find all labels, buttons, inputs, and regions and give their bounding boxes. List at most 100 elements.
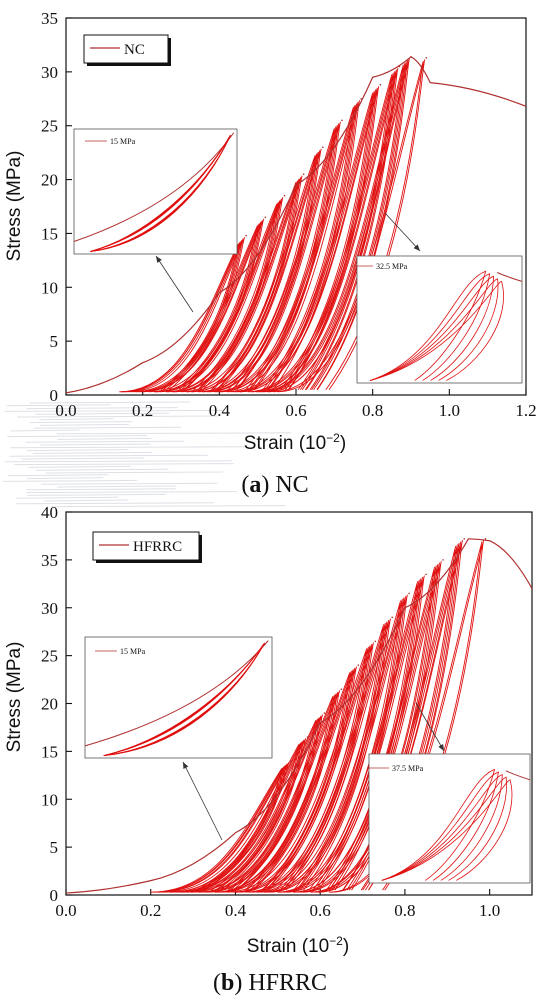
peak-point [425,57,428,59]
peak-point [340,688,343,690]
x-tick-label: 0.8 [394,901,415,920]
y-tick-label: 20 [41,695,58,714]
cycle-loop [128,236,246,393]
cycle-loop [138,221,262,393]
cycle-loop [164,743,300,893]
inset-label: 15 MPa [120,647,146,656]
y-tick-label: 10 [41,790,58,809]
inset-loop [381,779,513,881]
inset-pointer-line [155,255,194,313]
legend-box [83,34,169,64]
hatch-line [27,477,104,480]
hatch-line [57,485,176,488]
peak-point [283,194,286,197]
inset-pointer-head [438,744,444,751]
cycle-loop [186,717,320,893]
inset-1: 15 MPa [84,636,273,841]
peak-point [302,173,305,175]
y-tick-label: 10 [41,278,58,297]
envelope-curve [66,538,532,894]
y-tick-label: 15 [41,742,58,761]
cycle-group [66,55,526,394]
cycle-loop [121,241,241,393]
inset-pointer-head [183,762,189,769]
cycle-loop [273,60,424,393]
hatch-line [15,496,119,499]
inset-loop [370,270,487,381]
x-tick-label: 1.2 [515,401,536,420]
inset-loop [381,774,503,881]
inset-loop [370,275,495,381]
peak-point [442,559,444,561]
inset-softening [497,272,523,282]
inset-pointer-line [384,212,421,252]
background-hatch [2,401,291,508]
peak-point [341,119,343,122]
inset-label: 15 MPa [110,137,136,146]
cycle-loop [132,225,259,393]
hatch-line [7,435,148,438]
cycle-loop [175,175,303,393]
inset-loop [381,776,507,881]
inset-loop [90,135,231,252]
peak-point [425,573,427,576]
peak-point [323,712,326,714]
cycle-loop [153,766,285,893]
hatch-line [2,479,138,482]
inset-loop [370,280,504,381]
y-tick-label: 25 [41,117,58,136]
cycle-loop [277,59,426,393]
cycle-loop [216,104,356,393]
inset-pointer-line [182,761,223,841]
inset-pointer-line [415,702,445,752]
hatch-line [27,493,167,496]
hatch-line [35,412,170,415]
hatch-line [26,449,129,452]
x-tick-label: 0.0 [55,901,76,920]
y-tick-label: 25 [41,647,58,666]
hatch-line [39,418,114,421]
y-tick-label: 20 [41,171,58,190]
x-axis-title: Strain (10−2) [247,934,349,957]
hatch-line [21,457,145,460]
cycle-loop [213,106,354,393]
cycle-loop [231,92,374,393]
cycle-loop [120,240,242,393]
hatch-line [25,440,185,443]
peak-point [374,640,377,643]
peak-point [391,616,394,619]
peak-point [357,664,360,666]
hatch-line [44,499,129,502]
envelope-curve [66,56,526,394]
x-tick-label: 0.4 [225,901,247,920]
hatch-line [4,460,232,463]
inset-loop [381,771,499,881]
cycle-loop [226,100,361,393]
inset-1: 15 MPa [73,128,238,313]
hatch-line [4,409,223,412]
panel-caption: (a) NC [241,472,308,498]
inset-2: 32.5 MPa [351,212,523,384]
hatch-line [56,432,291,435]
hatch-line [40,443,151,446]
legend: NC [83,34,171,66]
legend-label: HFRRC [133,539,182,555]
cycle-loop [169,742,302,893]
cycle-loop [191,714,324,893]
cycle-loop [178,738,307,893]
hatch-line [14,463,234,466]
cycle-loop [191,150,321,393]
hatch-line [10,429,80,432]
peak-point [484,538,487,540]
peak-point [379,83,382,86]
chart-panel-b: 0.0 0.2 0.4 0.6 0.8 1.0 0 5 10 15 20 25 30 35 40 Strain… [4,503,533,996]
inset-softening [505,770,531,781]
cycle-loop [252,619,390,893]
hatch-line [8,474,109,477]
x-tick-label: 0.0 [55,401,76,420]
hatch-line [40,423,129,426]
x-axis-title: Strain (10−2) [244,431,346,454]
hatch-line [32,451,153,454]
peak-point [398,65,401,68]
